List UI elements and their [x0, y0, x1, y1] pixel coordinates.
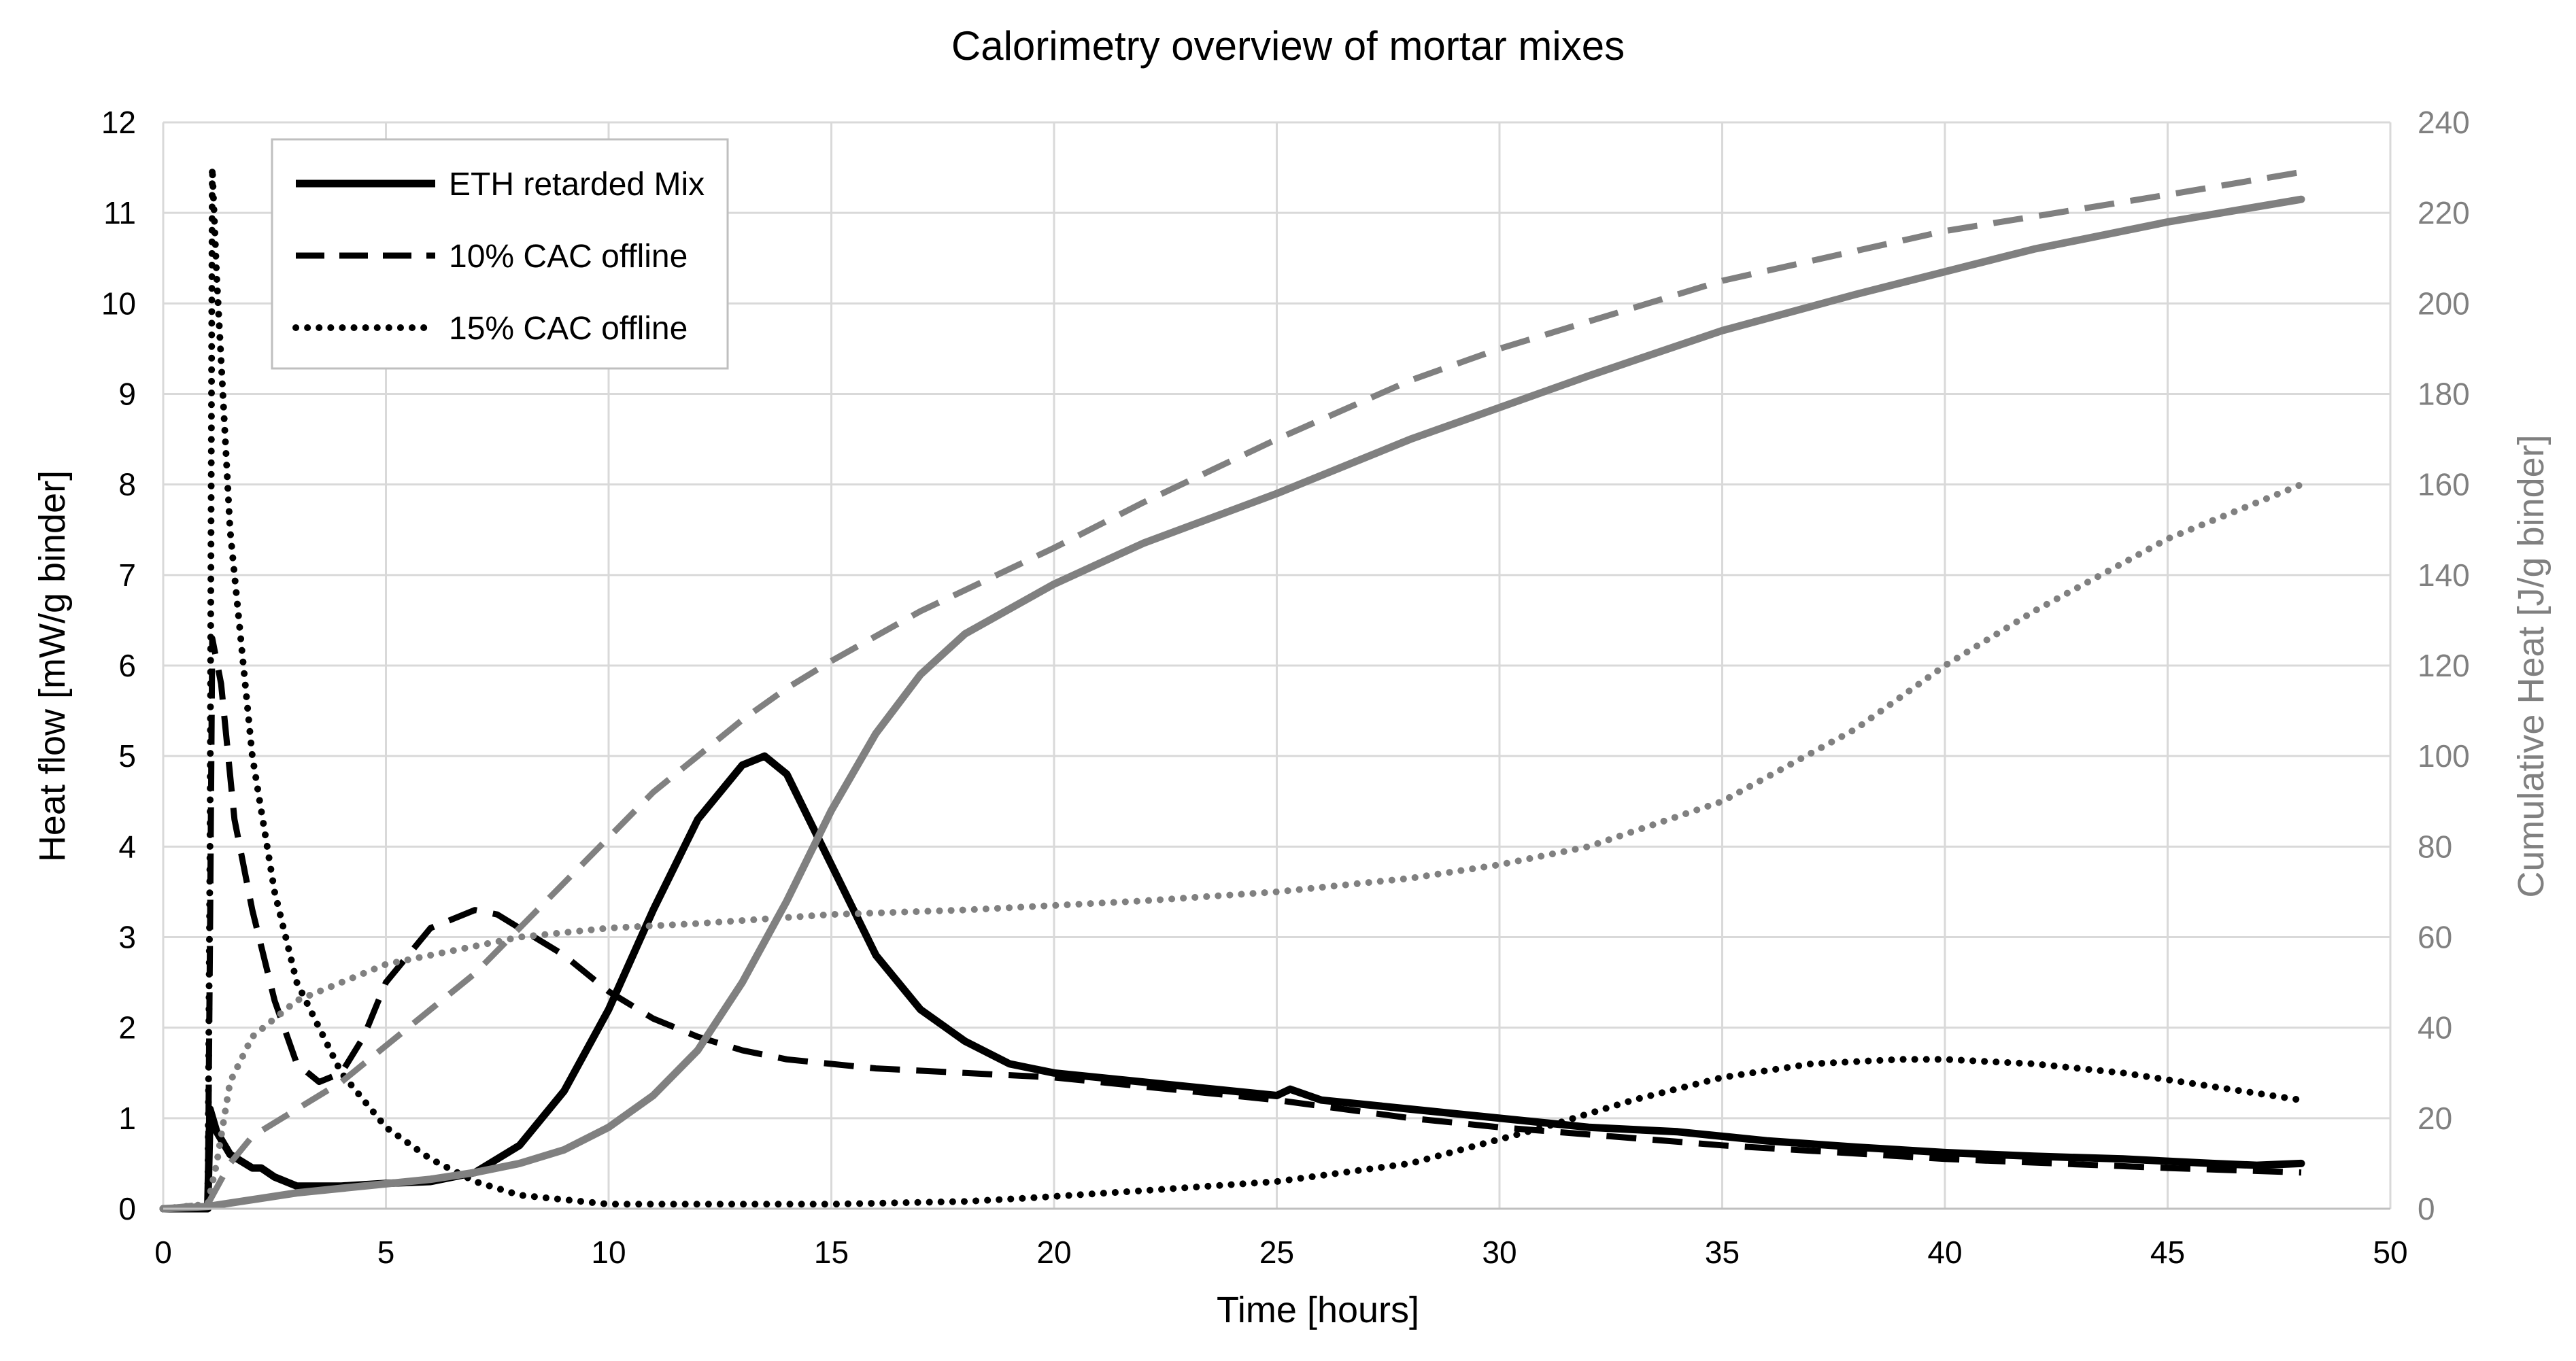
y-tick-label: 8 — [118, 467, 136, 502]
axis-layer: 0 5 10 15 20 25 30 35 40 45 5001234567891011120204… — [101, 105, 2470, 1270]
x-tick-label: 15 — [814, 1235, 849, 1270]
y-tick-label: 3 — [118, 920, 136, 955]
y2-tick-label: 0 — [2418, 1191, 2435, 1226]
y2-tick-label: 100 — [2418, 738, 2470, 774]
legend-label-10cac: 10% CAC offline — [449, 239, 688, 275]
y-tick-label: 10 — [101, 286, 136, 321]
y-tick-label: 4 — [118, 829, 136, 864]
y-tick-label: 12 — [101, 105, 136, 140]
y2-tick-label: 60 — [2418, 920, 2452, 955]
y2-axis-label: Cumulative Heat [J/g binder] — [2511, 434, 2552, 897]
x-tick-label: 20 — [1036, 1235, 1071, 1270]
y2-tick-label: 140 — [2418, 557, 2470, 593]
y-tick-label: 1 — [118, 1101, 136, 1136]
series-line-10-cac-offline-cumulative — [163, 169, 2302, 1212]
legend-label-15cac: 15% CAC offline — [449, 311, 688, 347]
y2-tick-label: 40 — [2418, 1010, 2452, 1046]
y-tick-label: 5 — [118, 738, 136, 774]
series-line-15-cac-offline-cumulative — [160, 481, 2305, 1212]
y2-tick-label: 20 — [2418, 1101, 2452, 1136]
x-tick-label: 30 — [1482, 1235, 1516, 1270]
y2-tick-label: 80 — [2418, 829, 2452, 864]
x-tick-label: 50 — [2373, 1235, 2407, 1270]
y2-tick-label: 180 — [2418, 377, 2470, 412]
y2-tick-label: 200 — [2418, 286, 2470, 321]
x-axis-label: Time [hours] — [1217, 1290, 1419, 1330]
y-tick-label: 11 — [103, 195, 136, 230]
x-tick-label: 45 — [2150, 1235, 2185, 1270]
x-tick-label: 25 — [1259, 1235, 1294, 1270]
series-line-10-cac-offline — [163, 635, 2302, 1212]
y2-tick-label: 240 — [2418, 105, 2470, 140]
y-tick-label: 2 — [118, 1010, 136, 1046]
y-tick-label: 7 — [118, 557, 136, 593]
x-tick-label: 40 — [1927, 1235, 1962, 1270]
x-tick-label: 5 — [377, 1235, 395, 1270]
series-layer — [159, 164, 2305, 1213]
x-tick-label: 0 — [154, 1235, 172, 1270]
y-tick-label: 6 — [118, 648, 136, 683]
x-tick-label: 10 — [591, 1235, 626, 1270]
y-axis-label: Heat flow [mW/g binder] — [32, 470, 73, 862]
y2-tick-label: 120 — [2418, 648, 2470, 683]
x-tick-label: 35 — [1705, 1235, 1740, 1270]
chart-title: Calorimetry overview of mortar mixes — [951, 23, 1625, 69]
y2-tick-label: 160 — [2418, 467, 2470, 502]
legend: ETH retarded Mix 10% CAC offline 15% CAC… — [271, 138, 729, 370]
y2-tick-label: 220 — [2418, 195, 2470, 230]
legend-label-eth: ETH retarded Mix — [449, 167, 705, 203]
series-line-15-cac-offline — [160, 164, 2305, 1212]
series-line-eth-retarded-mix — [159, 752, 2305, 1213]
y-tick-label: 9 — [118, 377, 136, 412]
series-line-eth-retarded-mix-cumulative — [159, 195, 2305, 1213]
y-tick-label: 0 — [118, 1191, 136, 1226]
